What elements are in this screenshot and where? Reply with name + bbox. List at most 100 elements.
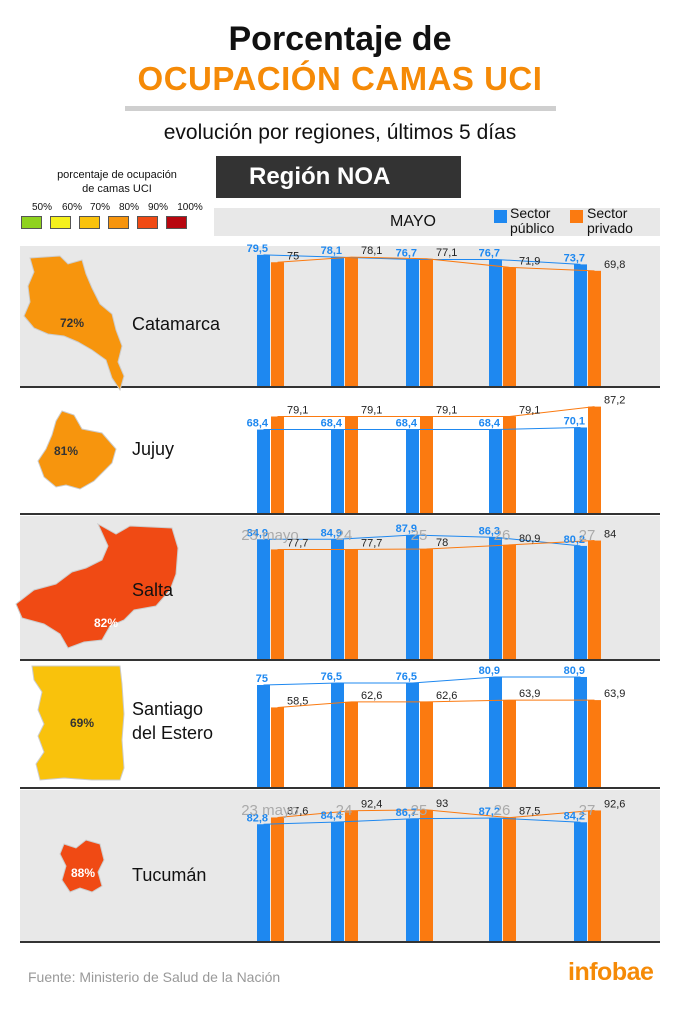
catamarca-bar-private-27 [588, 270, 601, 386]
legend-private-label: Sector privado [587, 206, 633, 236]
tucuman-value-public-26: 87,2 [479, 806, 500, 818]
santiago-del-estero-bar-private-25 [420, 701, 433, 787]
tucuman-day-label-23: 23 mayo [241, 802, 299, 819]
salta-bar-private-24 [345, 549, 358, 659]
map-salta-percent: 82% [93, 616, 119, 630]
catamarca-bar-private-26 [503, 267, 516, 386]
catamarca-value-public-27: 73,7 [564, 252, 585, 264]
catamarca-bar-public-24 [331, 257, 344, 386]
salta-day-label-25: 25 [411, 527, 428, 544]
catamarca-bar-public-27 [574, 264, 587, 386]
tucuman-bar-public-24 [331, 821, 344, 941]
santiago-del-estero-line-private [277, 699, 595, 708]
santiago-del-estero-bar-private-27 [588, 700, 601, 787]
tucuman-value-public-25: 86,7 [396, 807, 417, 819]
jujuy-line-private [277, 406, 595, 417]
map-jujuy-shape [37, 410, 117, 490]
jujuy-bar-public-26 [489, 429, 502, 513]
region-label: Región NOA [216, 156, 461, 198]
tucuman-bar-public-26 [489, 818, 502, 941]
catamarca-line-private [277, 256, 595, 272]
map-santiago-percent: 69% [69, 716, 95, 730]
catamarca-bar-private-25 [420, 258, 433, 386]
jujuy-value-private-24: 79,1 [361, 404, 382, 416]
region-name-santiago-line-2: del Estero [132, 723, 214, 743]
tucuman-value-public-24: 84,4 [321, 810, 343, 822]
tucuman-bar-private-23 [271, 817, 284, 941]
catamarca-line-public [263, 254, 581, 265]
catamarca-value-public-26: 76,7 [479, 247, 500, 259]
title-underline [125, 106, 556, 111]
catamarca-value-public-24: 78,1 [321, 245, 342, 257]
tucuman-value-public-23: 82,8 [247, 812, 268, 824]
tucuman-bar-public-23 [257, 824, 270, 941]
santiago-del-estero-value-public-26: 80,9 [479, 665, 500, 677]
tucuman-value-private-24: 92,4 [361, 799, 382, 811]
catamarca-value-private-26: 71,9 [519, 255, 540, 267]
tucuman-day-label-24: 24 [336, 802, 353, 819]
legend-scale-label-70: 70% [89, 202, 110, 213]
jujuy-bar-public-23 [257, 429, 270, 513]
legend-swatch-50 [21, 216, 42, 229]
panel-divider-3 [20, 659, 660, 661]
region-name-salta: Salta [132, 580, 174, 600]
santiago-del-estero-value-public-27: 80,9 [564, 665, 585, 677]
santiago-del-estero-value-public-23: 75 [256, 673, 268, 685]
legend-public-label: Sector público [510, 206, 554, 236]
santiago-del-estero-value-public-25: 76,5 [396, 671, 417, 683]
salta-bar-public-27 [574, 545, 587, 659]
map-catamarca [23, 255, 125, 392]
salta-bar-private-26 [503, 544, 516, 659]
salta-bar-private-23 [271, 549, 284, 659]
catamarca-value-public-25: 76,7 [396, 247, 417, 259]
legend-title-line-2: de camas UCI [82, 183, 152, 195]
jujuy-bar-public-24 [331, 429, 344, 513]
tucuman-value-private-27: 92,6 [604, 798, 625, 810]
tucuman-day-label-25: 25 [411, 802, 428, 819]
catamarca-bar-public-25 [406, 259, 419, 386]
source-note: Fuente: Ministerio de Salud de la Nación [28, 969, 281, 985]
santiago-del-estero-bar-public-25 [406, 682, 419, 787]
catamarca-bar-public-23 [257, 254, 270, 386]
map-santiago [31, 665, 125, 781]
legend-title: porcentaje de ocupación de camas UCI [22, 168, 212, 196]
map-tucuman-shape [59, 839, 105, 893]
map-catamarca-percent: 72% [59, 316, 85, 330]
legend-private-swatch [570, 210, 583, 223]
salta-value-public-27: 80,2 [564, 534, 585, 546]
map-salta [15, 522, 179, 649]
salta-bar-private-25 [420, 549, 433, 659]
salta-bar-public-26 [489, 537, 502, 659]
panel-divider-1 [20, 386, 660, 388]
catamarca-value-public-23: 79,5 [247, 243, 268, 255]
tucuman-value-private-26: 87,5 [519, 806, 540, 818]
salta-day-label-24: 24 [336, 527, 353, 544]
salta-day-label-27: 27 [579, 527, 596, 544]
santiago-del-estero-bar-public-23 [257, 685, 270, 787]
legend-public-line-2: público [510, 220, 555, 236]
catamarca-bar-private-23 [271, 262, 284, 386]
catamarca-bar-private-24 [345, 257, 358, 386]
salta-line-public [263, 534, 581, 547]
tucuman-bar-private-27 [588, 810, 601, 941]
santiago-del-estero-bar-public-26 [489, 676, 502, 787]
salta-line-private [277, 540, 595, 550]
region-name-catamarca: Catamarca [132, 314, 221, 334]
salta-value-private-27: 84 [604, 529, 616, 541]
salta-value-public-26: 86,3 [479, 525, 500, 537]
map-salta-shape [15, 522, 179, 649]
salta-value-private-26: 80,9 [519, 533, 540, 545]
subtitle: evolución por regiones, últimos 5 días [163, 121, 517, 144]
santiago-del-estero-value-private-27: 63,9 [604, 688, 625, 700]
legend-scale-label-80: 80% [118, 202, 139, 213]
legend-private-line-2: privado [587, 220, 633, 236]
salta-bar-public-24 [331, 539, 344, 659]
tucuman-day-label-26: 26 [494, 802, 511, 819]
title-line-1: Porcentaje de [228, 20, 452, 58]
tucuman-day-label-27: 27 [579, 802, 596, 819]
month-label: MAYO [390, 213, 436, 230]
santiago-del-estero-value-private-24: 62,6 [361, 690, 382, 702]
legend-swatch-100 [166, 216, 187, 229]
legend-private-line-1: Sector [587, 205, 628, 221]
